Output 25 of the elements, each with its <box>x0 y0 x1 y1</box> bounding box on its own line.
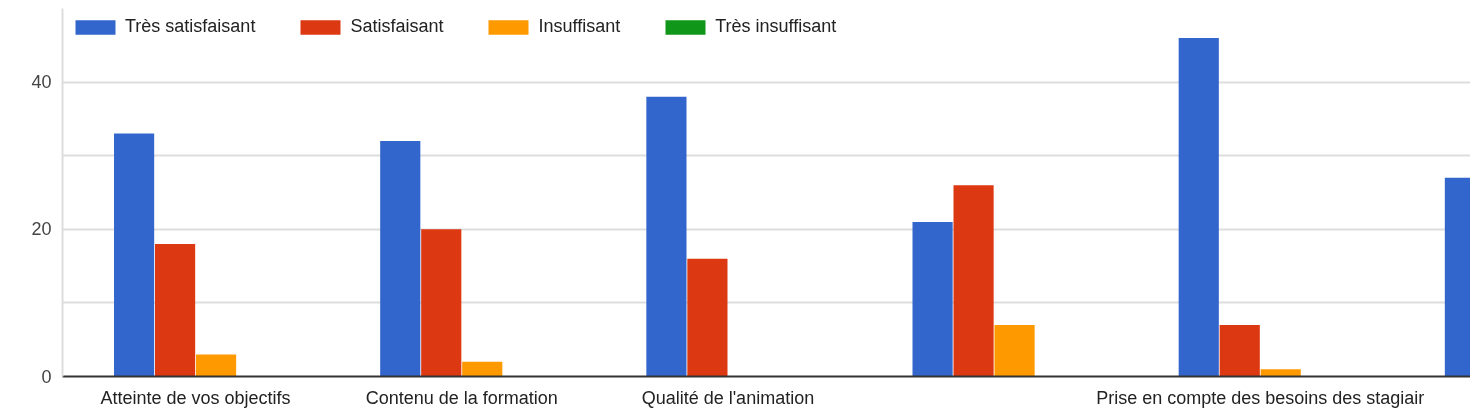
bar <box>421 229 462 377</box>
legend-label: Très insuffisant <box>715 16 837 37</box>
bar <box>155 244 196 377</box>
bar <box>953 185 994 377</box>
x-tick-label: Qualité de l'animation <box>641 387 815 408</box>
bar <box>687 258 728 377</box>
bar <box>646 96 687 377</box>
bar <box>462 361 503 377</box>
x-tick-label: Atteinte de vos objectifs <box>100 387 291 408</box>
legend-label: Très satisfaisant <box>125 16 256 37</box>
bar <box>1219 324 1260 377</box>
bar <box>912 221 953 377</box>
bar <box>380 140 421 377</box>
bar <box>994 324 1035 377</box>
x-tick-label: Prise en compte des besoins des stagiair <box>1096 387 1425 408</box>
x-tick-label: Contenu de la formation <box>365 387 558 408</box>
legend-label: Satisfaisant <box>350 16 444 37</box>
bar <box>114 133 155 377</box>
bar <box>195 354 237 377</box>
y-tick-label: 20 <box>31 219 52 240</box>
bar <box>1178 37 1219 377</box>
y-tick-label: 0 <box>41 366 52 387</box>
bar <box>1260 369 1301 377</box>
legend-label: Insuffisant <box>538 16 621 37</box>
y-tick-label: 40 <box>31 72 52 93</box>
